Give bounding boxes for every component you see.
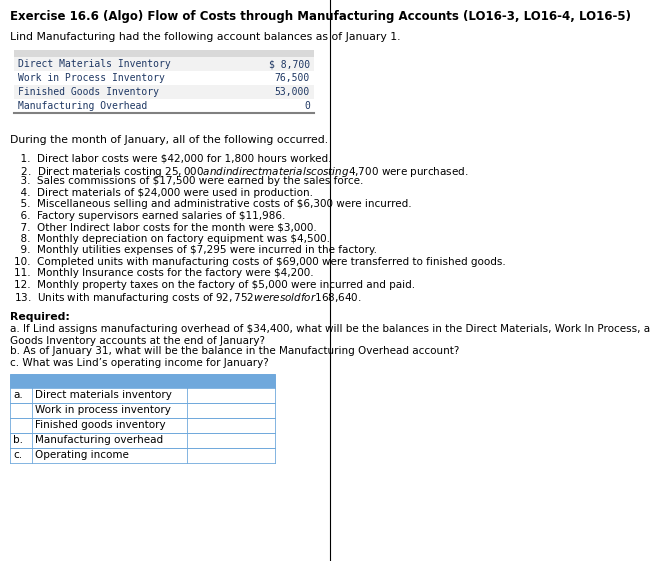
Bar [14, 57, 314, 71]
Text: Exercise 16.6 (Algo) Flow of Costs through Manufacturing Accounts (LO16-3, LO16-: Exercise 16.6 (Algo) Flow of Costs throu… [10, 10, 631, 23]
Text: c. What was Lind’s operating income for January?: c. What was Lind’s operating income for … [10, 357, 269, 367]
Bar [14, 99, 314, 113]
Text: c.: c. [13, 450, 22, 460]
Text: 9.  Monthly utilities expenses of $7,295 were incurred in the factory.: 9. Monthly utilities expenses of $7,295 … [14, 245, 377, 255]
Bar [10, 402, 275, 417]
Text: 8.  Monthly depreciation on factory equipment was $4,500.: 8. Monthly depreciation on factory equip… [14, 233, 330, 243]
Bar [10, 374, 275, 388]
Text: Manufacturing overhead: Manufacturing overhead [35, 435, 163, 445]
Text: Manufacturing Overhead: Manufacturing Overhead [18, 101, 147, 111]
Text: a. If Lind assigns manufacturing overhead of $34,400, what will be the balances : a. If Lind assigns manufacturing overhea… [10, 324, 651, 334]
Text: 12.  Monthly property taxes on the factory of $5,000 were incurred and paid.: 12. Monthly property taxes on the factor… [14, 279, 415, 289]
Text: Finished goods inventory: Finished goods inventory [35, 420, 165, 430]
Text: 2.  Direct materials costing $25,000 and indirect materials costing $4,700 were : 2. Direct materials costing $25,000 and … [14, 164, 469, 178]
Bar [14, 50, 314, 57]
Bar [10, 388, 275, 402]
Text: 76,500: 76,500 [275, 73, 310, 83]
Text: 53,000: 53,000 [275, 87, 310, 97]
Text: 10.  Completed units with manufacturing costs of $69,000 were transferred to fin: 10. Completed units with manufacturing c… [14, 256, 506, 266]
Text: Direct Materials Inventory: Direct Materials Inventory [18, 59, 171, 69]
Text: Goods Inventory accounts at the end of January?: Goods Inventory accounts at the end of J… [10, 335, 265, 346]
Text: $ 8,700: $ 8,700 [269, 59, 310, 69]
Text: Finished Goods Inventory: Finished Goods Inventory [18, 87, 159, 97]
Text: Lind Manufacturing had the following account balances as of January 1.: Lind Manufacturing had the following acc… [10, 32, 400, 42]
Bar [14, 85, 314, 99]
Text: Direct materials inventory: Direct materials inventory [35, 390, 172, 400]
Text: b. As of January 31, what will be the balance in the Manufacturing Overhead acco: b. As of January 31, what will be the ba… [10, 347, 460, 356]
Bar [14, 71, 314, 85]
Text: Work in process inventory: Work in process inventory [35, 405, 171, 415]
Text: 11.  Monthly Insurance costs for the factory were $4,200.: 11. Monthly Insurance costs for the fact… [14, 268, 314, 278]
Text: 3.  Sales commissions of $17,500 were earned by the sales force.: 3. Sales commissions of $17,500 were ear… [14, 176, 363, 186]
Text: During the month of January, all of the following occurred.: During the month of January, all of the … [10, 135, 328, 145]
Text: 4.  Direct materials of $24,000 were used in production.: 4. Direct materials of $24,000 were used… [14, 187, 313, 197]
Text: 5.  Miscellaneous selling and administrative costs of $6,300 were incurred.: 5. Miscellaneous selling and administrat… [14, 199, 411, 209]
Bar [10, 433, 275, 448]
Text: 7.  Other Indirect labor costs for the month were $3,000.: 7. Other Indirect labor costs for the mo… [14, 222, 317, 232]
Text: b.: b. [13, 435, 23, 445]
Text: Work in Process Inventory: Work in Process Inventory [18, 73, 165, 83]
Text: Required:: Required: [10, 312, 70, 323]
Text: 13.  Units with manufacturing costs of $92,752 were sold for $168,640.: 13. Units with manufacturing costs of $9… [14, 291, 362, 305]
Text: 1.  Direct labor costs were $42,000 for 1,800 hours worked.: 1. Direct labor costs were $42,000 for 1… [14, 153, 331, 163]
Text: 0: 0 [304, 101, 310, 111]
Text: 6.  Factory supervisors earned salaries of $11,986.: 6. Factory supervisors earned salaries o… [14, 210, 285, 220]
Bar [10, 448, 275, 462]
Text: a.: a. [13, 390, 23, 400]
Text: Operating income: Operating income [35, 450, 129, 460]
Bar [10, 417, 275, 433]
